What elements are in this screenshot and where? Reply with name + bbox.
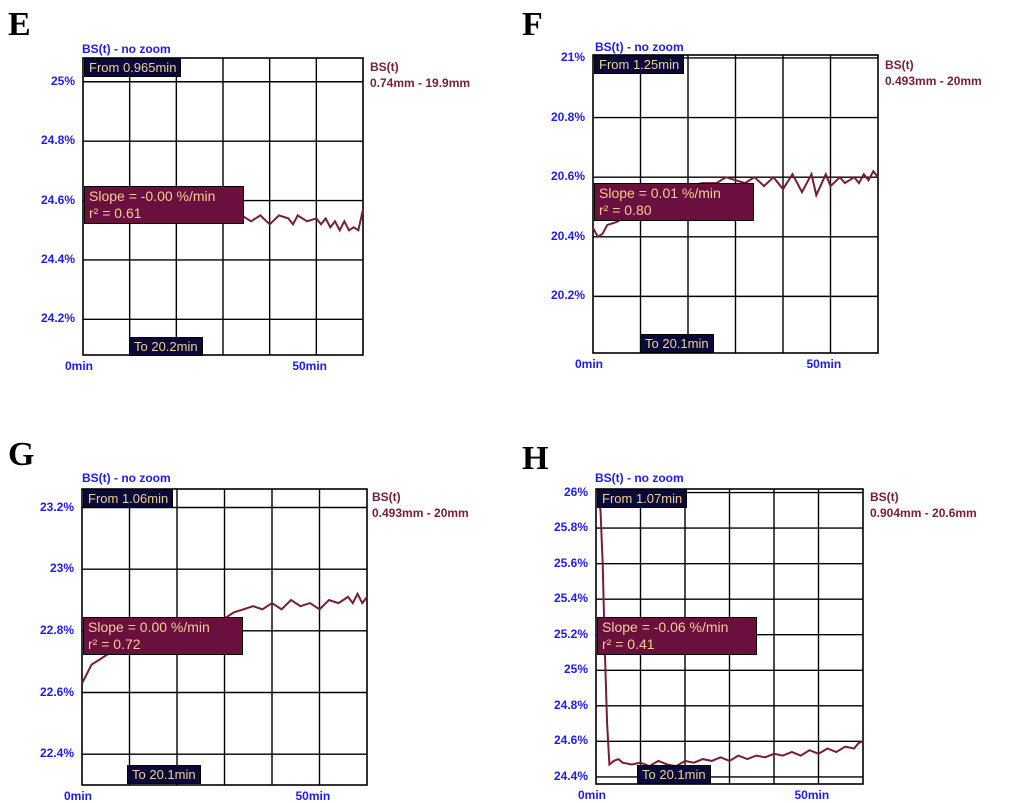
y-tick-label: 25.8% xyxy=(553,520,588,535)
chart-header: BS(t) - no zoom xyxy=(595,40,684,54)
slope-label: Slope = 0.01 %/min xyxy=(599,185,721,201)
from-label: From 1.07min xyxy=(597,489,688,508)
slope-box: Slope = -0.06 %/min r² = 0.41 xyxy=(597,617,757,655)
y-tick-label: 24.8% xyxy=(553,697,588,712)
panel-letter: H xyxy=(522,440,549,477)
slope-label: Slope = -0.00 %/min xyxy=(89,188,216,204)
from-label: From 0.965min xyxy=(84,58,182,77)
slope-label: Slope = 0.00 %/min xyxy=(88,619,210,635)
r2-label: r² = 0.72 xyxy=(88,636,141,652)
y-tick-label: 24.4% xyxy=(553,768,588,783)
x-tick-label: 0min xyxy=(575,357,604,371)
panel-letter: E xyxy=(8,6,31,43)
legend-range: 0.493mm - 20mm xyxy=(885,74,982,88)
chart-header: BS(t) - no zoom xyxy=(82,471,171,485)
y-tick-label: 24.4% xyxy=(40,251,75,266)
y-tick-label: 21% xyxy=(560,49,585,64)
y-tick-label: 24.8% xyxy=(40,133,75,148)
y-tick-label: 22.6% xyxy=(39,684,74,699)
y-tick-label: 23% xyxy=(49,561,74,576)
slope-box: Slope = -0.00 %/min r² = 0.61 xyxy=(84,186,244,224)
r2-label: r² = 0.61 xyxy=(89,205,142,221)
from-label: From 1.06min xyxy=(83,489,174,508)
y-tick-label: 22.8% xyxy=(39,622,74,637)
y-tick-label: 25.4% xyxy=(553,591,588,606)
y-tick-label: 20.2% xyxy=(550,288,585,303)
legend-series-name: BS(t) xyxy=(372,490,401,504)
slope-label: Slope = -0.06 %/min xyxy=(602,619,729,635)
r2-label: r² = 0.80 xyxy=(599,202,652,218)
r2-label: r² = 0.41 xyxy=(602,636,655,652)
chart-header: BS(t) - no zoom xyxy=(82,42,171,56)
legend-range: 0.904mm - 20.6mm xyxy=(870,506,977,520)
to-label: To 20.1min xyxy=(637,765,711,784)
to-label: To 20.1min xyxy=(127,765,201,784)
y-tick-label: 25% xyxy=(50,73,75,88)
y-tick-label: 24.2% xyxy=(40,311,75,326)
legend-series-name: BS(t) xyxy=(870,490,899,504)
y-tick-label: 24.6% xyxy=(40,192,75,207)
x-tick-label: 50min xyxy=(292,359,328,373)
panel-letter: F xyxy=(522,6,543,43)
slope-box: Slope = 0.00 %/min r² = 0.72 xyxy=(83,617,243,655)
y-tick-label: 20.6% xyxy=(550,169,585,184)
y-tick-label: 24.6% xyxy=(553,733,588,748)
panel-letter: G xyxy=(8,436,35,473)
y-tick-label: 22.4% xyxy=(39,746,74,761)
to-label: To 20.2min xyxy=(129,337,203,356)
series-line xyxy=(595,492,864,768)
x-tick-label: 50min xyxy=(806,357,842,371)
from-label: From 1.25min xyxy=(594,55,685,74)
y-tick-label: 26% xyxy=(563,484,588,499)
slope-box: Slope = 0.01 %/min r² = 0.80 xyxy=(594,183,754,221)
legend-series-name: BS(t) xyxy=(885,58,914,72)
y-tick-label: 25.6% xyxy=(553,555,588,570)
to-label: To 20.1min xyxy=(640,334,714,353)
y-tick-label: 20.4% xyxy=(550,228,585,243)
legend-range: 0.493mm - 20mm xyxy=(372,506,469,520)
y-tick-label: 20.8% xyxy=(550,109,585,124)
x-tick-label: 0min xyxy=(65,359,94,373)
chart-header: BS(t) - no zoom xyxy=(595,471,684,485)
y-tick-label: 23.2% xyxy=(39,499,74,514)
legend-range: 0.74mm - 19.9mm xyxy=(370,76,471,90)
legend-series-name: BS(t) xyxy=(370,60,399,74)
y-tick-label: 25% xyxy=(563,662,588,677)
y-tick-label: 25.2% xyxy=(553,626,588,641)
